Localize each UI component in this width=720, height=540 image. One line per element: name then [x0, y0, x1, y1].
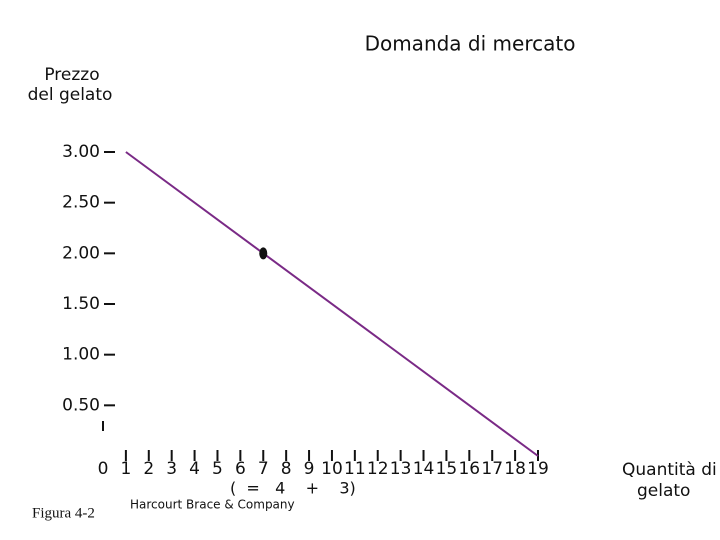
x-tick-label: 18 — [504, 459, 526, 479]
x-tick-label: 5 — [212, 459, 223, 479]
y-tick-label: 0.50 — [62, 395, 100, 415]
demand-line — [125, 151, 539, 457]
x-tick-label: 12 — [367, 459, 389, 479]
x-tick-label: 0 — [98, 459, 109, 479]
x-tick-label: 7 — [258, 459, 269, 479]
x-axis-label: Quantità di — [622, 460, 717, 480]
x-tick-label: 13 — [390, 459, 412, 479]
x-tick-label: 16 — [458, 459, 480, 479]
x-tick-label: 8 — [281, 459, 292, 479]
y-axis-label: del gelato — [28, 85, 113, 105]
x-tick-label: 6 — [235, 459, 246, 479]
x-tick-label: 2 — [143, 459, 154, 479]
x-tick-label: 15 — [436, 459, 458, 479]
point — [259, 247, 268, 260]
figure-label: Figura 4-2 — [32, 505, 95, 521]
y-tick-label: 2.50 — [62, 193, 100, 213]
x-tick-label: 10 — [321, 459, 343, 479]
y-tick-label: 1.00 — [62, 345, 100, 365]
credit: Harcourt Brace & Company — [130, 498, 295, 512]
x-axis-label: gelato — [637, 481, 690, 501]
x-tick-label: 11 — [344, 459, 366, 479]
x-tick-label: 17 — [481, 459, 503, 479]
x-tick-label: 19 — [527, 459, 549, 479]
x-tick-label: 14 — [413, 459, 435, 479]
y-axis-label: Prezzo — [44, 65, 99, 85]
y-tick-label: 1.50 — [62, 294, 100, 314]
y-tick-label: 3.00 — [62, 142, 100, 162]
x-tick-label: 1 — [120, 459, 131, 479]
annotation: ( = 4 + 3) — [230, 479, 356, 498]
x-tick-label: 9 — [304, 459, 315, 479]
x-tick-label: 3 — [166, 459, 177, 479]
y-tick-label: 2.00 — [62, 243, 100, 263]
x-tick-label: 4 — [189, 459, 200, 479]
chart-title: Domanda di mercato — [365, 32, 576, 56]
